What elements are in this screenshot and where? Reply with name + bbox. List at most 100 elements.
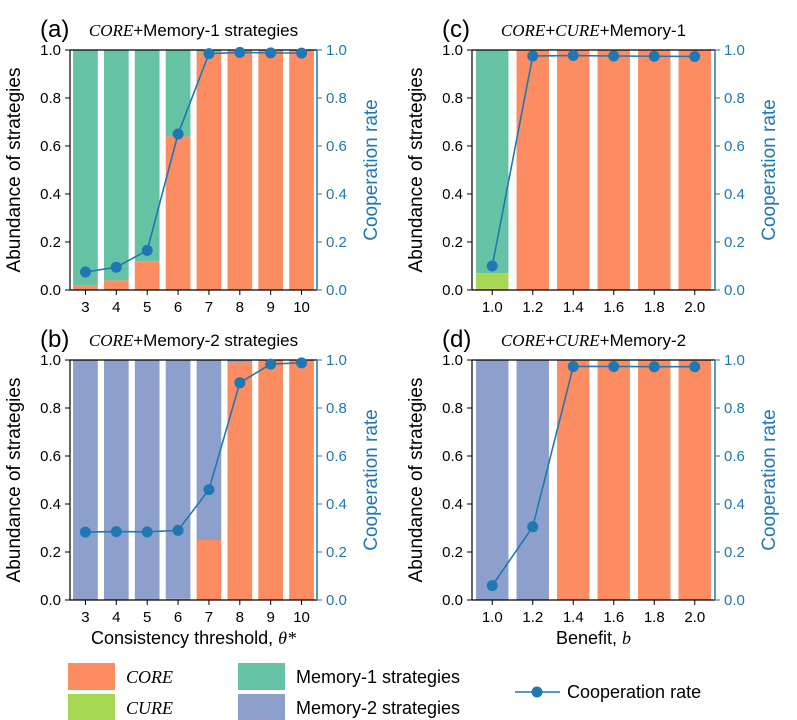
cooperation-point-1.0 bbox=[486, 580, 498, 592]
y-left-tick-label: 0.0 bbox=[442, 592, 463, 609]
panel-label: (d) bbox=[442, 326, 471, 353]
y-left-tick-label: 0.4 bbox=[442, 186, 463, 203]
bar-core-6 bbox=[165, 136, 191, 290]
panel-title-part: CORE bbox=[89, 21, 134, 40]
cooperation-point-10 bbox=[296, 47, 308, 59]
y-right-tick-label: 0.4 bbox=[724, 496, 745, 513]
x-tick-label: 2.0 bbox=[684, 609, 705, 626]
panel-title-part: +Memory-1 strategies bbox=[133, 21, 298, 40]
bar-core-3 bbox=[73, 285, 98, 290]
legend-swatch-cure bbox=[68, 694, 115, 720]
y-right-axis-label: Cooperation rate bbox=[361, 99, 382, 241]
x-tick-label: 4 bbox=[112, 609, 120, 626]
panel-title-part: CORE bbox=[501, 331, 546, 350]
legend-coop-marker bbox=[531, 686, 543, 698]
panel-title: CORE+CURE+Memory-1 bbox=[501, 21, 686, 40]
y-right-tick-label: 0.0 bbox=[326, 592, 347, 609]
cooperation-point-8 bbox=[234, 377, 246, 389]
x-tick-label: 6 bbox=[174, 609, 182, 626]
y-left-tick-label: 0.6 bbox=[442, 138, 463, 155]
panel-label: (b) bbox=[40, 326, 69, 353]
bar-core-1.2 bbox=[516, 50, 549, 290]
y-right-tick-label: 0.8 bbox=[326, 90, 347, 107]
y-right-axis-label: Cooperation rate bbox=[759, 409, 780, 551]
panel-label: (a) bbox=[40, 16, 69, 43]
y-left-axis-label: Abundance of strategies bbox=[406, 378, 427, 583]
x-tick-label: 1.2 bbox=[522, 299, 543, 316]
y-right-tick-label: 0.6 bbox=[326, 448, 347, 465]
bar-mem1-3 bbox=[73, 50, 98, 286]
cooperation-point-6 bbox=[172, 128, 184, 140]
legend-mem2-label: Memory-2 strategies bbox=[296, 698, 460, 718]
legend-swatch-mem1 bbox=[238, 663, 285, 690]
y-left-tick-label: 0.4 bbox=[442, 496, 463, 513]
cooperation-point-3 bbox=[79, 526, 91, 538]
x-tick-label: 7 bbox=[205, 299, 213, 316]
x-tick-label: 10 bbox=[293, 609, 310, 626]
x-tick-label: 1.0 bbox=[482, 609, 503, 626]
y-right-tick-label: 0.6 bbox=[724, 138, 745, 155]
cooperation-point-6 bbox=[172, 524, 184, 536]
bar-core-9 bbox=[258, 50, 284, 290]
bar-core-2.0 bbox=[678, 50, 711, 290]
x-tick-label: 5 bbox=[143, 609, 151, 626]
x-tick-label: 8 bbox=[236, 609, 244, 626]
cooperation-point-2.0 bbox=[689, 50, 701, 62]
panel-title-part: CORE bbox=[89, 331, 134, 350]
cooperation-point-1.2 bbox=[527, 50, 539, 62]
y-left-tick-label: 1.0 bbox=[442, 42, 463, 59]
y-left-tick-label: 0.8 bbox=[40, 90, 61, 107]
cooperation-point-7 bbox=[203, 48, 215, 60]
x-tick-label: 7 bbox=[205, 609, 213, 626]
x-tick-label: 2.0 bbox=[684, 299, 705, 316]
y-left-tick-label: 0.6 bbox=[40, 448, 61, 465]
x-tick-label: 8 bbox=[236, 299, 244, 316]
cooperation-point-1.8 bbox=[648, 361, 660, 373]
cooperation-point-3 bbox=[79, 266, 91, 278]
cooperation-point-1.4 bbox=[567, 50, 579, 62]
panel-a: (a) CORE+Memory-1 strategies 3 4 5 6 7 8 9 10 0.0 0… bbox=[4, 16, 382, 316]
x-tick-label: 5 bbox=[143, 299, 151, 316]
bar-core-4 bbox=[103, 280, 129, 290]
x-axis-label-symbol: θ* bbox=[278, 628, 296, 648]
panel-title: CORE+Memory-2 strategies bbox=[89, 331, 298, 350]
cooperation-point-1.0 bbox=[486, 260, 498, 272]
y-right-tick-label: 0.8 bbox=[326, 400, 347, 417]
panel-title-part: CURE bbox=[555, 331, 600, 350]
y-right-tick-label: 0.4 bbox=[724, 186, 745, 203]
cooperation-point-5 bbox=[141, 526, 153, 538]
y-left-tick-label: 0.0 bbox=[40, 592, 61, 609]
y-left-tick-label: 0.6 bbox=[40, 138, 61, 155]
x-tick-label: 9 bbox=[267, 609, 275, 626]
x-tick-label: 1.6 bbox=[603, 609, 624, 626]
x-tick-label: 1.4 bbox=[563, 299, 584, 316]
y-right-tick-label: 0.2 bbox=[724, 544, 745, 561]
cooperation-line bbox=[491, 54, 695, 267]
panel-c: (c) CORE+CURE+Memory-1 1.0 1.2 1.4 1.6 1.8 2.0 0… bbox=[406, 16, 780, 316]
y-right-tick-label: 0.6 bbox=[724, 448, 745, 465]
x-tick-label: 1.6 bbox=[603, 299, 624, 316]
y-left-tick-label: 0.8 bbox=[40, 400, 61, 417]
cooperation-point-5 bbox=[141, 244, 153, 256]
y-right-tick-label: 0.0 bbox=[724, 282, 745, 299]
bar-core-2.0 bbox=[678, 360, 711, 600]
bar-mem1-6 bbox=[165, 50, 191, 137]
y-right-tick-label: 1.0 bbox=[724, 42, 745, 59]
cooperation-point-4 bbox=[110, 261, 122, 273]
panel-title-part: + bbox=[545, 21, 555, 40]
legend-cure-label: CURE bbox=[126, 698, 173, 718]
legend-mem1-label: Memory-1 strategies bbox=[296, 667, 460, 687]
bar-mem2-6 bbox=[165, 360, 191, 599]
cooperation-point-4 bbox=[110, 526, 122, 538]
y-left-tick-label: 1.0 bbox=[40, 42, 61, 59]
y-left-tick-label: 0.8 bbox=[442, 90, 463, 107]
y-right-tick-label: 0.0 bbox=[724, 592, 745, 609]
y-left-tick-label: 0.2 bbox=[40, 544, 61, 561]
y-right-tick-label: 0.8 bbox=[724, 90, 745, 107]
panel-title-part: +Memory-2 bbox=[600, 331, 686, 350]
bar-mem1-5 bbox=[134, 50, 160, 262]
y-right-axis-label: Cooperation rate bbox=[361, 409, 382, 551]
panel-title-part: +Memory-1 bbox=[600, 21, 686, 40]
x-tick-label: 3 bbox=[81, 299, 89, 316]
y-right-tick-label: 0.0 bbox=[326, 282, 347, 299]
